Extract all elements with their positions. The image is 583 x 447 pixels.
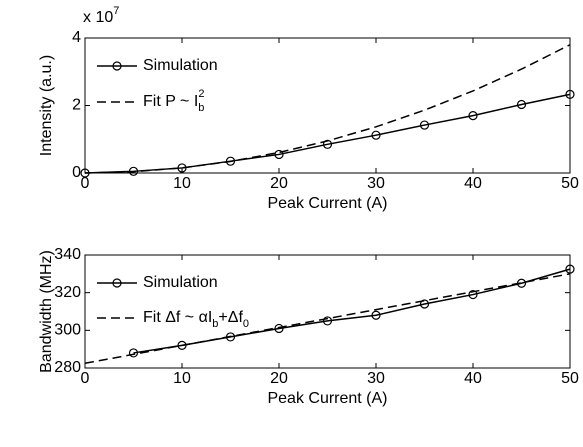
- legend-text: Simulation: [143, 274, 218, 291]
- multiplier-base: x 10: [83, 9, 113, 26]
- y-axis-label: Bandwidth (MHz): [38, 250, 55, 373]
- y-tick-label: 300: [54, 322, 81, 339]
- y-tick-label: 280: [54, 359, 81, 376]
- legend-text-part: 0: [243, 318, 249, 330]
- data-point: [128, 348, 139, 358]
- y-tick-label: 2: [72, 97, 81, 114]
- data-point: [371, 310, 381, 320]
- data-point: [565, 264, 575, 274]
- legend-entry: Fit P ~ Ib 2: [143, 88, 205, 114]
- legend-text-part: 2: [198, 88, 204, 100]
- data-point: [468, 289, 478, 300]
- x-tick-label: 0: [81, 370, 90, 387]
- legend-text: Fit P ~ I: [143, 93, 198, 110]
- y-tick-label: 4: [72, 29, 81, 46]
- x-tick-label: 30: [367, 370, 385, 387]
- data-point: [274, 323, 284, 334]
- x-tick-label: 20: [270, 370, 288, 387]
- legend-marker: [112, 61, 122, 71]
- data-point: [371, 130, 381, 140]
- legend-text: Simulation: [143, 57, 218, 74]
- series-line: [84, 44, 571, 174]
- series-line: [133, 268, 571, 354]
- legend-text-part: b: [198, 102, 204, 114]
- data-point: [274, 149, 284, 160]
- data-point: [225, 156, 236, 166]
- plot-frame: [84, 254, 571, 369]
- legend-entry: Fit Δf ~ αIb+Δf0: [143, 309, 249, 330]
- multiplier-exponent: 7: [113, 5, 119, 17]
- legend-text-part: b: [212, 318, 218, 330]
- series-line: [84, 93, 571, 174]
- series-line: [84, 273, 571, 365]
- data-point: [419, 120, 430, 130]
- legend-text-part: +Δf: [218, 309, 243, 326]
- x-tick-label: 50: [561, 370, 579, 387]
- legend-text: Fit Δf ~ αI: [143, 309, 212, 326]
- y-axis-label: Intensity (a.u.): [38, 55, 55, 156]
- data-point: [419, 299, 430, 309]
- x-tick-label: 40: [464, 370, 482, 387]
- x-tick-label: 30: [367, 175, 385, 192]
- x-tick-label: 0: [81, 175, 90, 192]
- data-point: [516, 99, 527, 110]
- x-tick-label: 40: [464, 175, 482, 192]
- data-point: [322, 316, 333, 326]
- y-tick-label: 0: [72, 164, 81, 181]
- x-axis-label: Peak Current (A): [267, 195, 387, 212]
- legend-entry: Simulation: [143, 274, 218, 291]
- x-tick-label: 10: [173, 175, 191, 192]
- x-tick-label: 20: [270, 175, 288, 192]
- plot-frame: [84, 37, 571, 174]
- axis-multiplier: x 107: [83, 5, 119, 26]
- x-tick-label: 50: [561, 175, 579, 192]
- y-tick-label: 340: [54, 246, 81, 263]
- y-tick-label: 320: [54, 284, 81, 301]
- legend-entry: Simulation: [143, 57, 218, 74]
- x-tick-label: 10: [173, 370, 191, 387]
- x-axis-label: Peak Current (A): [267, 390, 387, 407]
- data-point: [565, 89, 575, 99]
- legend-marker: [112, 278, 122, 288]
- data-point: [468, 111, 478, 121]
